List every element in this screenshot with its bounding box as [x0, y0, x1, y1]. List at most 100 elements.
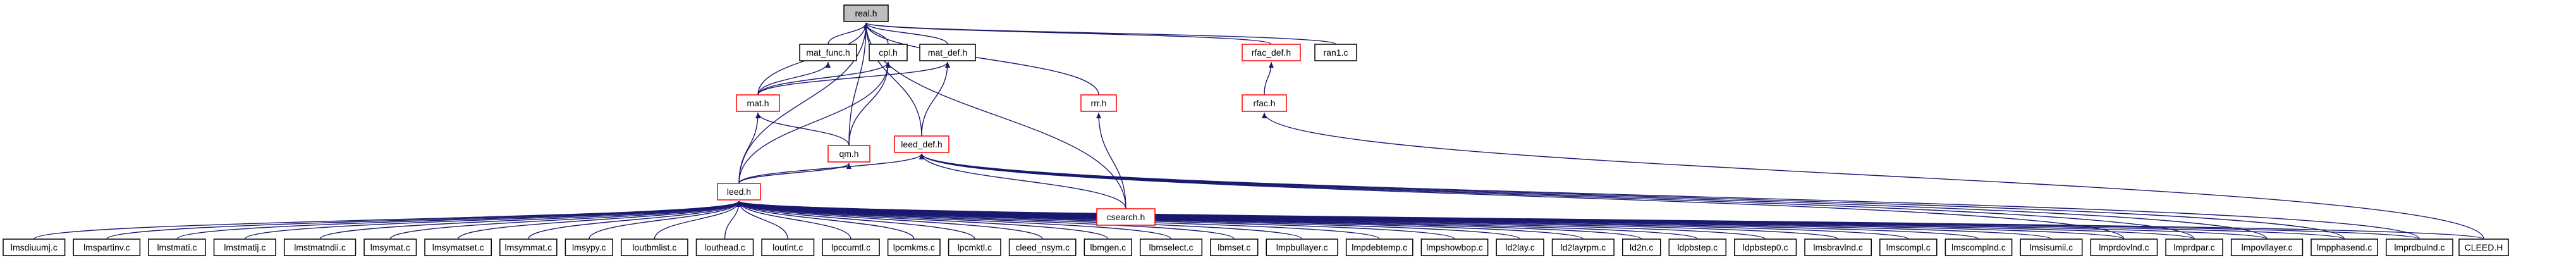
graph-node-qm-h[interactable]: qm.h — [827, 145, 870, 163]
graph-node-lmpshowbop-c[interactable]: lmpshowbop.c — [1420, 238, 1489, 256]
dependency-edges — [34, 22, 2484, 240]
node-label: mat_func.h — [806, 47, 850, 58]
graph-node-cleed-h[interactable]: CLEED.H — [2458, 238, 2509, 256]
dependency-edge — [827, 22, 869, 45]
node-label: lmstmati.c — [157, 242, 197, 252]
node-label: cleed_nsym.c — [1015, 242, 1070, 252]
node-box — [424, 238, 492, 256]
graph-node-cleed-nsym-c[interactable]: cleed_nsym.c — [1008, 238, 1077, 256]
graph-node-lmsymatset-c[interactable]: lmsymatset.c — [424, 238, 492, 256]
graph-node-lmsbravlnd-c[interactable]: lmsbravlnd.c — [1804, 238, 1872, 256]
graph-node-rfac-def-h[interactable]: rfac_def.h — [1242, 44, 1301, 61]
node-label: ldpbstep.c — [1677, 242, 1718, 252]
graph-node-lbmset-c[interactable]: lbmset.c — [1210, 238, 1259, 256]
graph-node-lmstmatndii-c[interactable]: lmstmatndii.c — [283, 238, 357, 256]
graph-node-real-h[interactable]: real.h — [843, 4, 889, 22]
graph-node-rrr-h[interactable]: rrr.h — [1080, 94, 1117, 112]
graph-node-lpccumtl-c[interactable]: lpccumtl.c — [822, 238, 880, 256]
graph-node-lmscompl-c[interactable]: lmscompl.c — [1879, 238, 1938, 256]
node-label: cpl.h — [879, 47, 898, 58]
node-label: leed.h — [727, 187, 751, 197]
node-label: CLEED.H — [2465, 242, 2503, 252]
graph-node-mat-h[interactable]: mat.h — [736, 94, 780, 112]
dependency-edge — [755, 112, 850, 146]
dependency-edge — [919, 153, 1126, 209]
graph-node-ldpbstep-c[interactable]: ldpbstep.c — [1668, 238, 1727, 256]
graph-node-loutint-c[interactable]: loutint.c — [761, 238, 815, 256]
graph-node-ld2lay-c[interactable]: ld2lay.c — [1496, 238, 1544, 256]
graph-node-leed-h[interactable]: leed.h — [717, 183, 761, 201]
node-label: lpcmkms.c — [893, 242, 935, 252]
graph-node-lmstmati-c[interactable]: lmstmati.c — [148, 238, 206, 256]
graph-node-ldpbstep0-c[interactable]: ldpbstep0.c — [1734, 238, 1797, 256]
graph-node-lmsdiuumj-c[interactable]: lmsdiuumj.c — [3, 238, 66, 256]
graph-node-lpcmkms-c[interactable]: lpcmkms.c — [887, 238, 941, 256]
node-label: lmpbullayer.c — [1276, 242, 1328, 252]
graph-node-lmpbullayer-c[interactable]: lmpbullayer.c — [1266, 238, 1338, 256]
node-box — [2165, 238, 2223, 256]
graph-node-lmprdbulnd-c[interactable]: lmprdbulnd.c — [2386, 238, 2453, 256]
graph-node-lmprdpar-c[interactable]: lmprdpar.c — [2165, 238, 2223, 256]
dependency-edge — [736, 201, 1303, 240]
dependency-edge — [757, 61, 831, 96]
node-label: lbmselect.c — [1149, 242, 1193, 252]
graph-node-lmsymmat-c[interactable]: lmsymmat.c — [499, 238, 558, 256]
node-box — [620, 238, 688, 256]
graph-node-lmsypy-c[interactable]: lmsypy.c — [565, 238, 613, 256]
graph-node-lmsisumii-c[interactable]: lmsisumii.c — [2020, 238, 2083, 256]
graph-node-lmpovllayer-c[interactable]: lmpovllayer.c — [2230, 238, 2304, 256]
graph-node-lbmselect-c[interactable]: lbmselect.c — [1139, 238, 1203, 256]
node-box — [843, 4, 889, 22]
node-box — [1668, 238, 1727, 256]
node-label: rrr.h — [1091, 98, 1107, 108]
node-label: louthead.c — [704, 242, 745, 252]
graph-node-lbmgen-c[interactable]: lbmgen.c — [1084, 238, 1132, 256]
graph-node-lmsymat-c[interactable]: lmsymat.c — [363, 238, 417, 256]
graph-node-lmpdebtemp-c[interactable]: lmpdebtemp.c — [1345, 238, 1413, 256]
graph-node-lmspartinv-c[interactable]: lmspartinv.c — [73, 238, 141, 256]
graph-node-csearch-h[interactable]: csearch.h — [1096, 208, 1156, 226]
node-box — [2310, 238, 2378, 256]
graph-node-lmstmatij-c[interactable]: lmstmatij.c — [213, 238, 276, 256]
node-label: lmsymat.c — [370, 242, 410, 252]
node-label: lmstmatij.c — [224, 242, 266, 252]
dependency-edge — [736, 201, 1109, 240]
graph-node-lpcmktl-c[interactable]: lpcmktl.c — [948, 238, 1001, 256]
graph-node-leed-def-h[interactable]: leed_def.h — [894, 135, 949, 153]
graph-node-loutbmlist-c[interactable]: loutbmlist.c — [620, 238, 688, 256]
node-box — [1345, 238, 1413, 256]
node-box — [363, 238, 417, 256]
graph-node-ld2n-c[interactable]: ld2n.c — [1621, 238, 1661, 256]
dependency-edge — [919, 153, 2420, 240]
graph-node-lmpphasend-c[interactable]: lmpphasend.c — [2310, 238, 2378, 256]
node-label: lmsisumii.c — [2030, 242, 2073, 252]
node-box — [1944, 238, 2013, 256]
node-label: lmsdiuumj.c — [11, 242, 58, 252]
dependency-edge — [736, 201, 852, 240]
graph-node-louthead-c[interactable]: louthead.c — [695, 238, 754, 256]
graph-node-mat-def-h[interactable]: mat_def.h — [919, 44, 976, 61]
graph-node-ld2layrpm-c[interactable]: ld2layrpm.c — [1551, 238, 1615, 256]
node-label: lmpovllayer.c — [2242, 242, 2293, 252]
node-box — [2230, 238, 2304, 256]
node-label: real.h — [855, 8, 877, 18]
graph-node-ran1-c[interactable]: ran1.c — [1314, 44, 1357, 61]
node-box — [1139, 238, 1203, 256]
node-label: qm.h — [839, 149, 858, 159]
dependency-edge — [176, 201, 742, 240]
graph-node-cpl-h[interactable]: cpl.h — [869, 44, 908, 61]
graph-node-lmprdovlnd-c[interactable]: lmprdovlnd.c — [2090, 238, 2158, 256]
graph-node-rfac-h[interactable]: rfac.h — [1242, 94, 1287, 112]
dependency-edge — [1264, 61, 1274, 96]
graph-node-lmscomplnd-c[interactable]: lmscomplnd.c — [1944, 238, 2013, 256]
graph-node-mat-func-h[interactable]: mat_func.h — [799, 44, 857, 61]
node-label: rfac_def.h — [1252, 47, 1291, 58]
dependency-edge — [589, 201, 742, 240]
node-label: lpccumtl.c — [831, 242, 870, 252]
dependency-edge — [757, 61, 891, 96]
dependency-edge — [864, 22, 1272, 45]
node-box — [1314, 44, 1357, 61]
dependency-edge — [106, 201, 742, 240]
dependency-edge — [738, 112, 760, 184]
node-box — [499, 238, 558, 256]
